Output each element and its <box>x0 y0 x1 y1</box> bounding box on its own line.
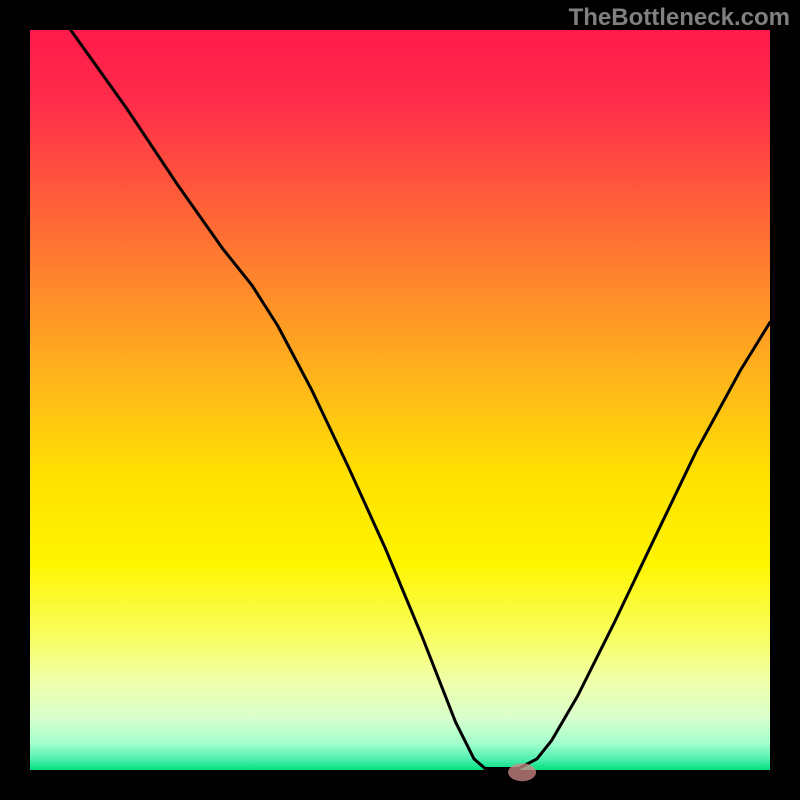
chart-container: TheBottleneck.com <box>0 0 800 800</box>
watermark-text: TheBottleneck.com <box>569 4 790 32</box>
bottleneck-chart <box>0 0 800 800</box>
plot-background <box>30 30 770 770</box>
optimal-marker <box>508 763 536 781</box>
